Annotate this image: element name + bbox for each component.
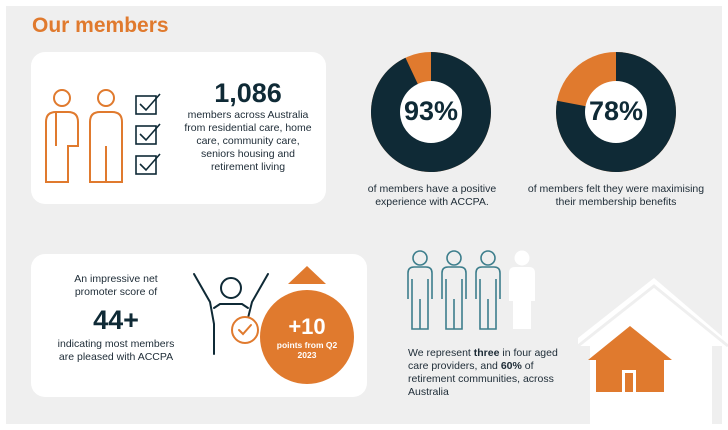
representation-three: three <box>473 347 500 359</box>
people-checklist-icon <box>45 89 161 183</box>
arrow-up-circle-icon <box>260 266 354 384</box>
nps-change-caption: points from Q2 2023 <box>276 340 338 360</box>
representation-text: We represent three in four aged care pro… <box>408 347 566 399</box>
section-title: Our members <box>32 14 169 37</box>
positive-experience-percent: 93% <box>403 96 459 126</box>
donut-value-arc <box>556 52 676 172</box>
nps-outro: indicating most members are pleased with… <box>57 338 175 363</box>
nps-intro: An impressive net promoter score of <box>74 273 158 298</box>
four-people-icon <box>407 250 535 330</box>
donut-positive-experience <box>371 52 491 172</box>
member-description: members across Australia from residentia… <box>184 109 312 173</box>
member-count: 1,086 <box>214 78 282 108</box>
members-card <box>31 52 326 204</box>
donut-hole <box>400 81 462 143</box>
nps-score: 44+ <box>93 305 139 335</box>
positive-experience-caption: of members have a positive experience wi… <box>367 183 497 208</box>
representation-text-post: of retirement communities, across Austra… <box>408 360 554 398</box>
house-icon <box>577 278 728 424</box>
maximising-benefits-percent: 78% <box>588 96 644 126</box>
donut-maximising-benefits <box>556 52 676 172</box>
representation-text-pre: We represent <box>408 347 474 359</box>
representation-text-mid: in four aged care providers, and <box>408 347 558 372</box>
donut-hole <box>585 81 647 143</box>
representation-sixty: 60% <box>500 360 522 372</box>
nps-change: +10 <box>288 314 326 339</box>
cheering-person-icon <box>193 273 269 355</box>
maximising-benefits-caption: of members felt they were maximising the… <box>527 183 705 208</box>
